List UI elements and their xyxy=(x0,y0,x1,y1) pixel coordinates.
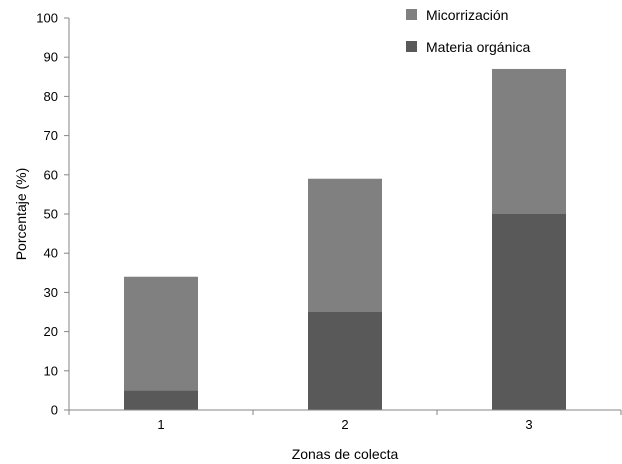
y-tick-label: 100 xyxy=(36,11,58,26)
bar-segment-micorrizacion-zone-2 xyxy=(308,178,382,312)
y-tick-label: 0 xyxy=(51,403,58,418)
y-tick-label: 90 xyxy=(44,50,58,65)
y-tick-label: 10 xyxy=(44,363,58,378)
legend: Micorrización Materia orgánica xyxy=(406,7,530,55)
y-axis-title: Porcentaje (%) xyxy=(13,168,29,261)
y-tick-label: 60 xyxy=(44,167,58,182)
y-tick-label: 30 xyxy=(44,285,58,300)
x-axis-title: Zonas de colecta xyxy=(292,446,399,462)
bar-segment-materia-organica-zone-3 xyxy=(492,214,566,410)
bar-segment-micorrizacion-zone-3 xyxy=(492,68,566,215)
x-tick-label: 3 xyxy=(525,417,532,432)
y-tick-label: 20 xyxy=(44,324,58,339)
legend-label: Materia orgánica xyxy=(426,39,530,55)
legend-swatch xyxy=(406,9,417,20)
x-tick-label: 2 xyxy=(341,417,348,432)
legend-swatch xyxy=(406,41,417,52)
y-ticks-group: 0 10 20 30 40 50 60 70 80 90 100 xyxy=(36,11,69,418)
bar-segment-materia-organica-zone-1 xyxy=(124,390,198,410)
bar-segment-materia-organica-zone-2 xyxy=(308,312,382,410)
x-tick-label: 1 xyxy=(157,417,164,432)
bar-segment-micorrizacion-zone-1 xyxy=(124,276,198,391)
y-tick-label: 70 xyxy=(44,128,58,143)
y-tick-label: 40 xyxy=(44,246,58,261)
y-tick-label: 50 xyxy=(44,207,58,222)
legend-label: Micorrización xyxy=(426,7,508,23)
bars-group xyxy=(124,68,566,410)
x-ticks-group: 1 2 3 xyxy=(68,410,622,432)
y-tick-label: 80 xyxy=(44,89,58,104)
